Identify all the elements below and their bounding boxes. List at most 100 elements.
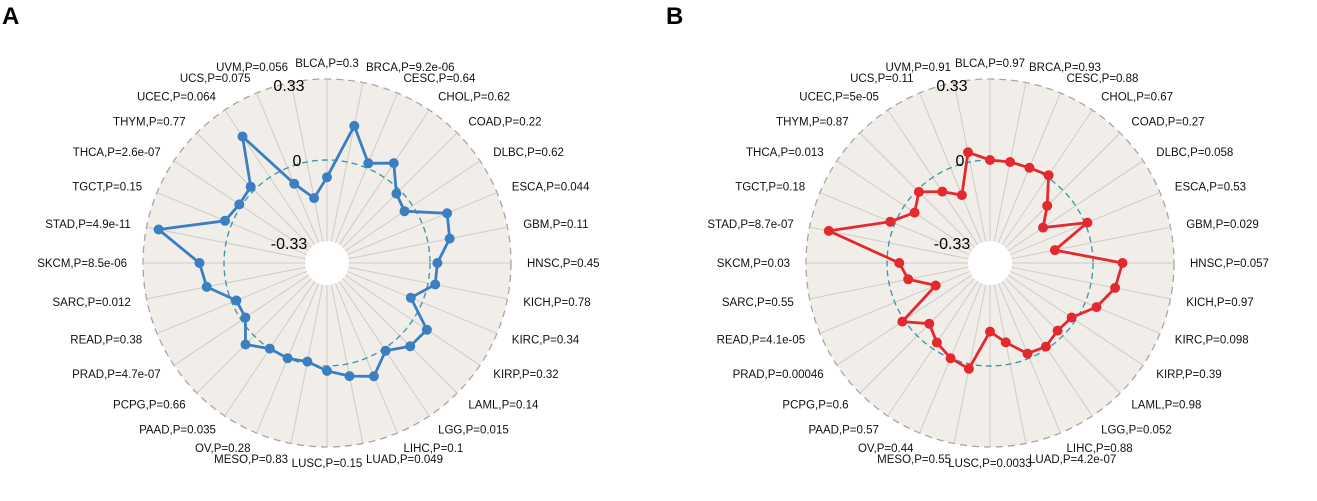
tick-label-kirc: KIRC,P=0.098 (1175, 335, 1249, 347)
tick-label-esca: ESCA,P=0.53 (1175, 182, 1246, 194)
data-point-tgct (220, 215, 230, 226)
data-point-uvm (309, 193, 320, 204)
tick-label-lihc: LIHC,P=0.88 (1067, 443, 1133, 455)
data-point-lusc (985, 326, 995, 337)
data-point-kirp (1066, 312, 1077, 323)
tick-label-stad: STAD,P=8.7e-07 (707, 219, 793, 231)
tick-label-coad: COAD,P=0.22 (468, 117, 541, 129)
ring-label-min: -0.33 (271, 236, 308, 253)
tick-label-pcpg: PCPG,P=0.6 (782, 399, 848, 411)
data-point-lgg (1040, 341, 1051, 352)
tick-label-laml: LAML,P=0.14 (468, 399, 539, 411)
tick-label-thca: THCA,P=2.6e-07 (73, 147, 161, 159)
data-point-lihc (368, 371, 379, 382)
tick-label-lgg: LGG,P=0.015 (438, 424, 509, 436)
tick-label-hnsc: HNSC,P=0.45 (527, 258, 600, 270)
tick-label-chol: CHOL,P=0.62 (438, 92, 510, 104)
data-point-ucs (956, 190, 967, 201)
tick-label-gbm: GBM,P=0.11 (523, 219, 588, 231)
tick-label-blca: BLCA,P=0.97 (955, 58, 1025, 70)
data-point-lusc (322, 365, 332, 376)
tick-label-uvm: UVM,P=0.056 (216, 62, 288, 74)
tick-label-lusc: LUSC,P=0.15 (292, 458, 363, 470)
data-point-kirc (1091, 302, 1102, 313)
tick-label-paad: PAAD,P=0.57 (808, 424, 878, 436)
tick-label-coad: COAD,P=0.27 (1131, 117, 1204, 129)
data-point-kich (1110, 282, 1121, 293)
data-point-paad (264, 343, 275, 354)
panel-letter-a: A (2, 3, 19, 30)
tick-label-sarc: SARC,P=0.012 (52, 297, 130, 309)
tick-label-cesc: CESC,P=0.64 (404, 73, 477, 85)
tick-label-tgct: TGCT,P=0.15 (72, 182, 142, 194)
tick-label-prad: PRAD,P=0.00046 (733, 369, 824, 381)
data-point-laml (1052, 325, 1063, 336)
inner-hole (305, 241, 349, 285)
data-point-brca (349, 120, 360, 131)
data-point-sarc (201, 281, 212, 292)
data-point-thca (234, 199, 245, 210)
data-point-uvm (963, 147, 973, 158)
data-point-hnsc (1117, 258, 1128, 268)
data-point-read (930, 280, 941, 291)
radar-chart-a: 0.33 0 -0.33 BLCA,P=0.3 BRCA,P=9.2e-06CESC,P… (37, 58, 599, 470)
data-point-stad (823, 225, 834, 236)
data-point-kich (430, 279, 441, 290)
data-point-dlbc (399, 206, 410, 217)
tick-label-paad: PAAD,P=0.035 (139, 424, 216, 436)
tick-label-prad: PRAD,P=4.7e-07 (72, 369, 161, 381)
data-point-gbm (1049, 245, 1060, 256)
data-point-ov (945, 353, 956, 364)
data-point-ucs (289, 178, 300, 189)
tick-label-brca: BRCA,P=9.2e-06 (366, 62, 455, 74)
tick-label-cesc: CESC,P=0.88 (1067, 73, 1139, 85)
data-point-pcpg (240, 339, 251, 350)
tick-label-ov: OV,P=0.28 (195, 443, 251, 455)
tick-label-skcm: SKCM,P=0.03 (717, 258, 790, 270)
data-point-hnsc (432, 258, 443, 268)
data-point-sarc (903, 274, 914, 285)
data-point-prad (240, 312, 251, 323)
tick-label-thym: THYM,P=0.77 (113, 117, 186, 129)
tick-label-brca: BRCA,P=0.93 (1029, 62, 1101, 74)
data-point-cesc (363, 158, 374, 169)
tick-label-thca: THCA,P=0.013 (746, 147, 824, 159)
tick-label-read: READ,P=0.38 (70, 335, 142, 347)
data-point-tgct (885, 216, 896, 227)
tick-label-ucs: UCS,P=0.11 (850, 73, 913, 85)
ring-label-min: -0.33 (934, 236, 971, 253)
data-point-cesc (1024, 162, 1035, 173)
tick-label-chol: CHOL,P=0.67 (1101, 92, 1173, 104)
data-point-skcm (194, 258, 205, 268)
data-point-esca (442, 208, 453, 219)
tick-label-kich: KICH,P=0.97 (1186, 297, 1253, 309)
data-point-coad (1042, 200, 1053, 211)
data-point-dlbc (1038, 222, 1048, 233)
panel-letter-b: B (666, 3, 683, 30)
ring-label-zero: 0 (956, 153, 965, 170)
data-point-ucec (937, 186, 948, 197)
tick-label-lgg: LGG,P=0.052 (1101, 424, 1172, 436)
tick-label-ucs: UCS,P=0.075 (180, 73, 251, 85)
data-point-blca (985, 155, 995, 165)
data-point-thca (909, 207, 920, 218)
tick-label-skcm: SKCM,P=8.5e-06 (37, 258, 127, 270)
data-point-prad (897, 316, 908, 327)
data-point-lihc (1022, 348, 1033, 359)
spoke-line (1011, 226, 1171, 260)
data-point-luad (1000, 337, 1011, 348)
ring-label-max: 0.33 (936, 78, 967, 95)
data-point-ov (282, 353, 293, 364)
tick-label-sarc: SARC,P=0.55 (722, 297, 794, 309)
data-point-meso (963, 363, 974, 374)
data-point-thym (245, 181, 256, 192)
tick-label-gbm: GBM,P=0.029 (1186, 219, 1259, 231)
data-point-coad (391, 188, 402, 199)
data-point-blca (322, 172, 332, 183)
data-point-laml (405, 341, 416, 352)
ring-label-zero: 0 (293, 153, 302, 170)
tick-label-meso: MESO,P=0.55 (877, 454, 951, 466)
data-point-pcpg (924, 318, 935, 329)
tick-label-meso: MESO,P=0.83 (214, 454, 288, 466)
